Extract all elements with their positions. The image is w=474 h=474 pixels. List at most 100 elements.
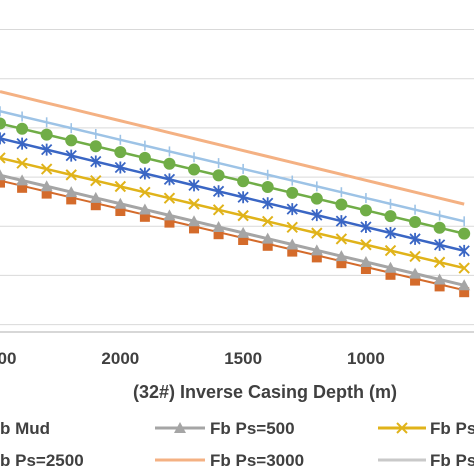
legend-item: Fb Ps=3000 xyxy=(155,451,304,470)
data-point xyxy=(164,217,175,228)
data-point xyxy=(212,204,225,216)
data-point xyxy=(40,163,53,175)
legend: b Mud Fb Ps=500 Fb Ps b Ps=2500 Fb Ps=3000 Fb… xyxy=(0,419,474,470)
series-6 xyxy=(0,90,465,206)
data-point xyxy=(138,203,151,215)
data-point xyxy=(188,215,201,227)
series-3 xyxy=(0,132,470,257)
data-point xyxy=(163,192,176,204)
data-point xyxy=(188,179,200,192)
data-point xyxy=(90,200,101,211)
series-2 xyxy=(0,152,470,274)
data-point xyxy=(311,252,322,263)
data-point xyxy=(409,250,421,263)
legend-label: b Ps=2500 xyxy=(0,451,84,470)
data-point xyxy=(410,275,421,286)
data-point xyxy=(459,287,470,298)
data-point xyxy=(433,256,446,268)
data-point xyxy=(212,185,225,198)
data-point xyxy=(16,137,28,150)
data-point xyxy=(41,188,52,199)
data-point xyxy=(212,221,225,233)
data-point xyxy=(139,211,150,222)
data-point xyxy=(40,128,53,141)
data-point xyxy=(114,146,127,159)
data-point xyxy=(433,273,446,285)
data-point xyxy=(458,227,471,240)
series-line xyxy=(0,90,465,206)
data-point xyxy=(188,163,201,176)
legend-item: Fb Ps xyxy=(378,451,474,470)
data-point xyxy=(213,229,224,240)
data-point xyxy=(261,232,274,244)
data-point xyxy=(89,191,102,203)
data-point xyxy=(0,152,6,164)
data-point xyxy=(65,169,77,181)
data-point xyxy=(237,191,249,204)
data-point xyxy=(409,232,421,245)
data-point xyxy=(287,246,298,257)
data-point xyxy=(311,209,323,222)
data-point xyxy=(261,181,274,194)
data-point xyxy=(65,149,77,162)
data-point xyxy=(139,186,151,199)
data-point xyxy=(66,194,77,205)
legend-item: Fb Ps=500 xyxy=(155,419,295,438)
data-point xyxy=(261,215,274,228)
series-line xyxy=(0,137,465,253)
data-point xyxy=(238,235,249,246)
data-point xyxy=(360,239,372,251)
data-point xyxy=(384,210,397,223)
data-point xyxy=(286,238,299,250)
data-point xyxy=(359,255,372,267)
data-point xyxy=(335,198,348,211)
data-point xyxy=(384,244,397,257)
data-point xyxy=(359,204,372,217)
data-point xyxy=(40,180,53,192)
series-5 xyxy=(0,106,465,227)
data-point xyxy=(90,174,102,187)
data-point xyxy=(286,186,299,199)
data-point xyxy=(360,263,371,274)
series-line xyxy=(0,156,465,270)
series-4 xyxy=(0,117,471,240)
legend-item: b Ps=2500 xyxy=(0,451,84,470)
data-point xyxy=(114,197,127,209)
x-tick-label: 2500 xyxy=(0,349,16,368)
legend-label: Fb Ps=3000 xyxy=(210,451,304,470)
data-point xyxy=(90,155,102,168)
data-point xyxy=(310,244,323,256)
data-point xyxy=(360,221,372,234)
data-point xyxy=(0,117,6,130)
series-line xyxy=(0,110,465,223)
series-layer xyxy=(0,90,471,298)
data-point xyxy=(189,223,200,234)
data-point xyxy=(458,279,471,291)
data-point xyxy=(237,226,250,238)
data-point xyxy=(65,134,78,147)
data-point xyxy=(138,151,151,164)
data-point xyxy=(433,221,446,234)
data-point xyxy=(163,157,176,170)
data-point xyxy=(335,233,348,245)
x-tick-label: 2000 xyxy=(101,349,139,368)
data-point xyxy=(458,262,470,274)
data-point xyxy=(311,227,323,239)
data-point xyxy=(310,192,323,205)
data-point xyxy=(41,143,53,156)
data-point xyxy=(385,269,396,280)
series-1 xyxy=(0,169,471,291)
data-point xyxy=(0,132,6,145)
data-point xyxy=(16,174,29,186)
data-point xyxy=(237,175,250,188)
x-axis-title: (32#) Inverse Casing Depth (m) xyxy=(133,382,397,402)
data-point xyxy=(409,267,422,279)
data-point xyxy=(139,167,151,180)
data-point xyxy=(163,173,176,186)
data-point xyxy=(384,261,397,273)
data-point xyxy=(17,182,28,193)
data-point xyxy=(335,250,348,262)
data-point xyxy=(174,422,186,433)
x-tick-label: 1500 xyxy=(224,349,262,368)
